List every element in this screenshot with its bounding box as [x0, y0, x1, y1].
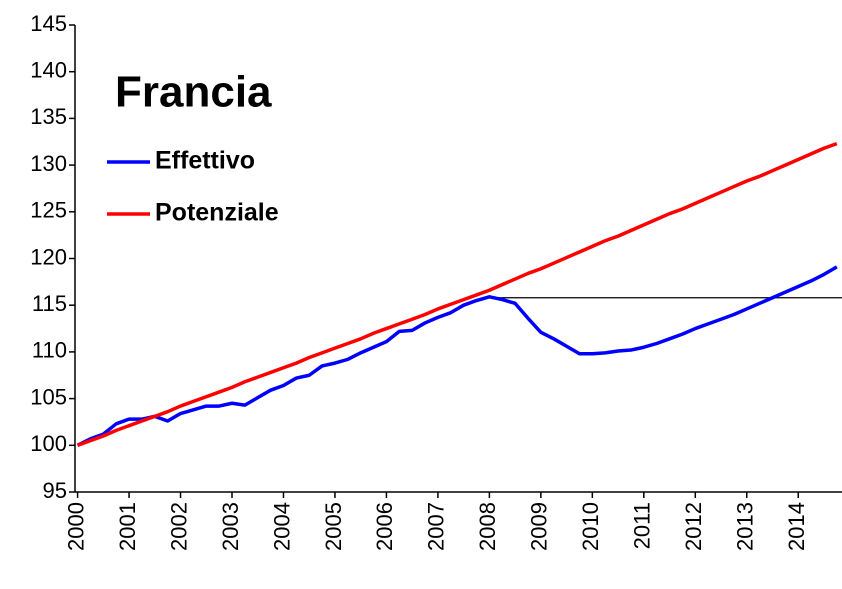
legend-label: Effettivo	[155, 147, 255, 175]
x-tick-label: 2014	[784, 502, 809, 551]
x-tick-label: 2007	[424, 502, 449, 551]
y-tick-label: 140	[30, 58, 67, 83]
y-tick-label: 115	[32, 291, 67, 316]
x-tick-label: 2005	[321, 502, 346, 551]
x-tick-label: 2000	[63, 502, 88, 551]
x-tick-label: 2004	[269, 502, 294, 551]
y-tick-label: 120	[30, 244, 67, 269]
y-tick-label: 95	[43, 478, 67, 503]
x-tick-label: 2012	[681, 502, 706, 551]
y-tick-label: 145	[30, 11, 67, 36]
y-tick-label: 105	[30, 384, 67, 409]
x-tick-label: 2001	[115, 502, 140, 551]
series-line	[76, 141, 838, 447]
x-tick-label: 2009	[527, 502, 552, 551]
y-tick-label: 100	[30, 431, 67, 456]
y-tick-label: 110	[32, 338, 67, 363]
y-tick-label: 130	[30, 151, 67, 176]
y-tick-label: 125	[30, 198, 67, 223]
x-tick-label: 2011	[630, 502, 655, 549]
y-tick-label: 135	[30, 104, 67, 129]
series-line	[76, 265, 838, 447]
x-tick-label: 2003	[218, 502, 243, 551]
chart-title: Francia	[115, 68, 272, 117]
x-tick-label: 2008	[475, 502, 500, 551]
x-tick-label: 2013	[733, 502, 758, 551]
x-tick-label: 2010	[578, 502, 603, 551]
legend-label: Potenziale	[155, 199, 279, 227]
x-tick-label: 2002	[166, 502, 191, 551]
x-tick-label: 2006	[372, 502, 397, 551]
